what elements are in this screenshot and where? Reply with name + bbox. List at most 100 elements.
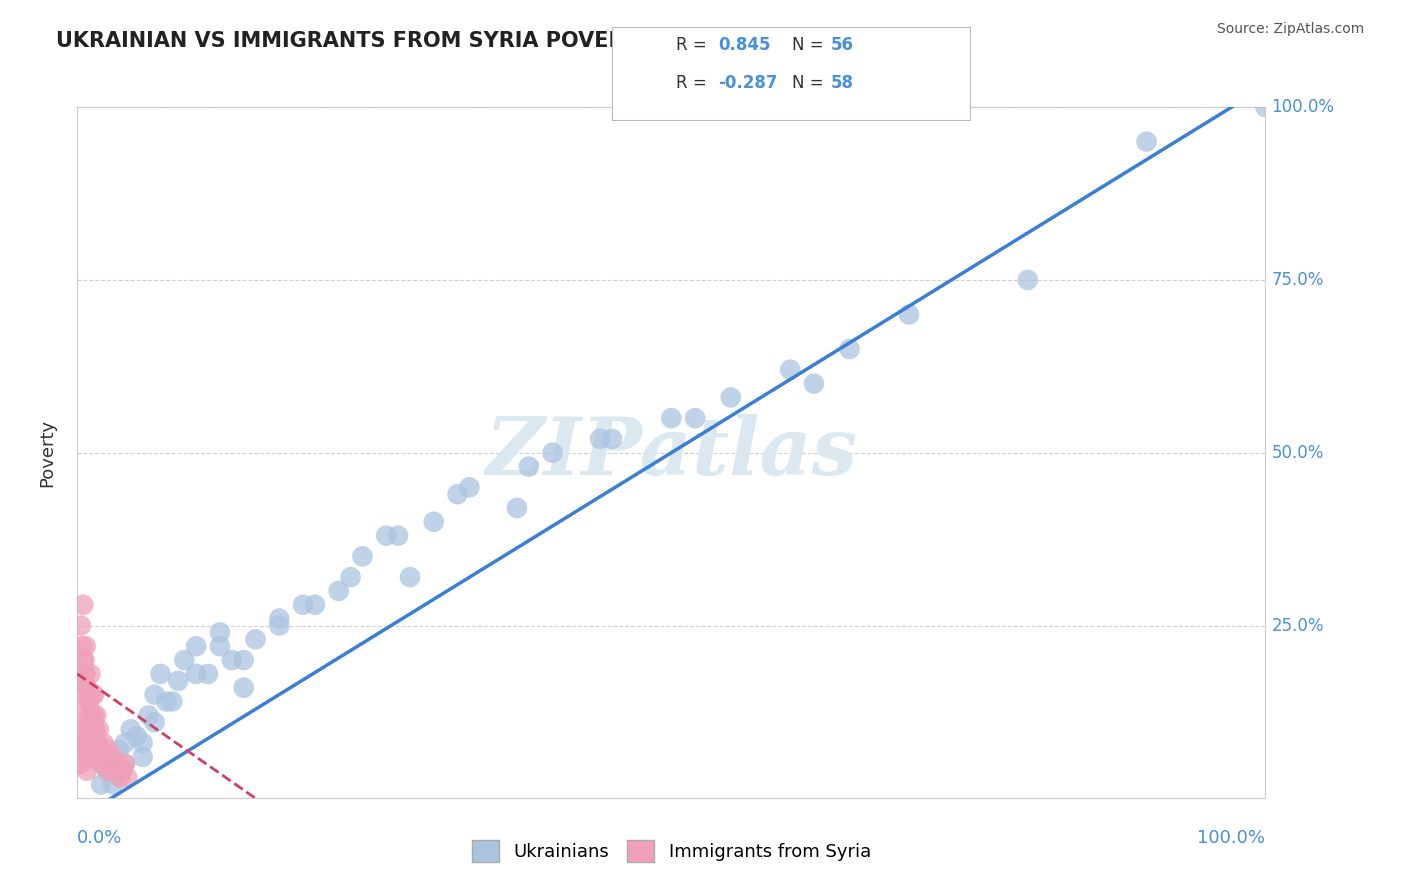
Text: 58: 58	[831, 74, 853, 92]
Point	[143, 715, 166, 730]
Point	[387, 528, 409, 542]
Point	[197, 667, 219, 681]
Point	[111, 764, 134, 778]
Point	[232, 653, 254, 667]
Point	[720, 391, 742, 405]
Point	[104, 764, 127, 778]
Point	[162, 694, 184, 708]
Point	[75, 667, 97, 681]
Point	[76, 764, 98, 778]
Point	[89, 749, 111, 764]
Point	[96, 764, 118, 778]
Point	[94, 749, 117, 764]
Point	[167, 673, 190, 688]
Point	[269, 612, 291, 626]
Point	[328, 583, 350, 598]
Point	[72, 598, 94, 612]
Point	[838, 342, 860, 356]
Text: R =: R =	[676, 74, 713, 92]
Point	[114, 736, 136, 750]
Point	[138, 708, 160, 723]
Point	[101, 777, 124, 792]
Text: Source: ZipAtlas.com: Source: ZipAtlas.com	[1216, 22, 1364, 37]
Point	[86, 736, 108, 750]
Point	[661, 411, 683, 425]
Point	[77, 723, 100, 737]
Point	[115, 771, 138, 785]
Text: 75.0%: 75.0%	[1271, 271, 1323, 289]
Point	[1136, 135, 1159, 149]
Point	[93, 756, 115, 771]
Point	[83, 688, 105, 702]
Point	[131, 736, 153, 750]
Point	[90, 749, 112, 764]
Point	[173, 653, 195, 667]
Point	[600, 432, 623, 446]
Point	[446, 487, 468, 501]
Text: 50.0%: 50.0%	[1271, 443, 1323, 462]
Point	[292, 598, 315, 612]
Point	[86, 708, 108, 723]
Text: N =: N =	[792, 36, 828, 54]
Point	[1254, 100, 1277, 114]
Point	[779, 362, 801, 376]
Text: ZIPatlas: ZIPatlas	[485, 414, 858, 491]
Point	[375, 528, 398, 542]
Point	[339, 570, 361, 584]
Point	[506, 501, 529, 516]
Text: 100.0%: 100.0%	[1271, 98, 1334, 116]
Point	[114, 756, 136, 771]
Point	[77, 694, 100, 708]
Point	[120, 723, 142, 737]
Point	[90, 777, 112, 792]
Point	[84, 723, 107, 737]
Point	[186, 667, 208, 681]
Point	[100, 756, 122, 771]
Point	[304, 598, 326, 612]
Text: R =: R =	[676, 36, 713, 54]
Point	[232, 681, 254, 695]
Text: UKRAINIAN VS IMMIGRANTS FROM SYRIA POVERTY CORRELATION CHART: UKRAINIAN VS IMMIGRANTS FROM SYRIA POVER…	[56, 31, 910, 51]
Point	[352, 549, 374, 564]
Text: 100.0%: 100.0%	[1198, 830, 1265, 847]
Point	[208, 625, 231, 640]
Text: 0.845: 0.845	[718, 36, 770, 54]
Point	[83, 708, 105, 723]
Point	[1017, 273, 1039, 287]
Point	[82, 736, 104, 750]
Point	[76, 681, 98, 695]
Point	[541, 445, 564, 460]
Point	[125, 729, 148, 743]
Point	[517, 459, 540, 474]
Point	[70, 708, 93, 723]
Text: Poverty: Poverty	[38, 418, 56, 487]
Point	[77, 694, 100, 708]
Point	[114, 756, 136, 771]
Point	[75, 639, 97, 653]
Point	[70, 688, 93, 702]
Point	[245, 632, 267, 647]
Point	[70, 743, 93, 757]
Point	[72, 723, 94, 737]
Point	[108, 771, 131, 785]
Text: 56: 56	[831, 36, 853, 54]
Point	[131, 749, 153, 764]
Point	[77, 736, 100, 750]
Point	[90, 756, 112, 771]
Point	[80, 749, 103, 764]
Point	[94, 749, 117, 764]
Point	[221, 653, 243, 667]
Text: N =: N =	[792, 74, 828, 92]
Point	[87, 723, 110, 737]
Point	[208, 639, 231, 653]
Point	[101, 756, 124, 771]
Point	[70, 618, 93, 632]
Text: -0.287: -0.287	[718, 74, 778, 92]
Point	[86, 736, 108, 750]
Point	[72, 653, 94, 667]
Point	[683, 411, 706, 425]
Point	[75, 749, 97, 764]
Point	[82, 688, 104, 702]
Point	[898, 307, 921, 321]
Point	[101, 749, 124, 764]
